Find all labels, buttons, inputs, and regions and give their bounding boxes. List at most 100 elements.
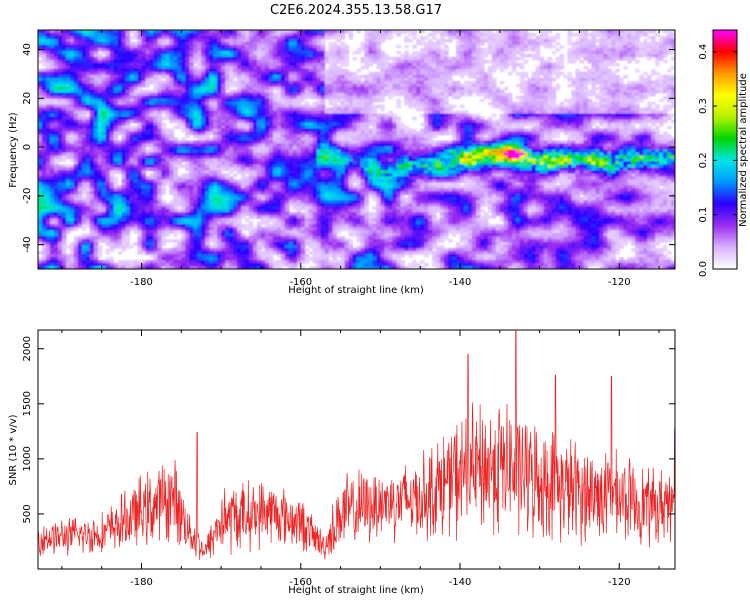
heatmap-cell (157, 50, 163, 55)
heatmap-cell (53, 38, 59, 43)
heatmap-cell (611, 56, 616, 61)
heatmap-cell (671, 32, 675, 37)
heatmap-cell (320, 59, 326, 64)
heatmap-cell (312, 83, 318, 88)
heatmap-cell (157, 98, 163, 103)
heatmap-cell (483, 59, 489, 64)
heatmap-cell (93, 32, 99, 37)
heatmap-cell (272, 59, 278, 64)
heatmap-cell (161, 98, 166, 103)
heatmap-cell (344, 53, 350, 58)
heatmap-cell (153, 71, 159, 76)
heatmap-cell (280, 32, 286, 37)
heatmap-cell (137, 30, 143, 34)
heatmap-cell (659, 53, 664, 58)
heatmap-cell (364, 50, 370, 55)
heatmap-cell (185, 80, 190, 85)
heatmap-cell (639, 95, 644, 100)
heatmap-cell (368, 122, 374, 127)
heatmap-cell (316, 74, 322, 79)
heatmap-cell (456, 95, 461, 100)
heatmap-cell (360, 44, 366, 49)
heatmap-cell (559, 65, 565, 70)
heatmap-cell (97, 104, 103, 109)
heatmap-cell (189, 38, 194, 43)
heatmap-cell (388, 83, 393, 88)
heatmap-cell (312, 38, 318, 43)
heatmap-cell (201, 59, 206, 64)
heatmap-cell (61, 41, 67, 46)
heatmap-cell (424, 68, 429, 73)
heatmap-cell (209, 77, 214, 82)
heatmap-cell (213, 71, 218, 76)
heatmap-cell (595, 65, 600, 70)
heatmap-cell (89, 65, 95, 70)
heatmap-cell (173, 68, 178, 73)
heatmap-cell (352, 92, 358, 97)
heatmap-cell (312, 35, 318, 40)
heatmap-cell (507, 101, 513, 106)
heatmap-cell (320, 32, 326, 37)
heatmap-cell (607, 50, 612, 55)
heatmap-cell (627, 98, 632, 103)
heatmap-cell (491, 101, 497, 106)
heatmap-cell (300, 92, 306, 97)
heatmap-cell (173, 95, 178, 100)
heatmap-cell (81, 44, 87, 49)
heatmap-cell (376, 44, 381, 49)
heatmap-cell (197, 47, 202, 52)
heatmap-cell (463, 86, 469, 91)
heatmap-cell (109, 35, 115, 40)
heatmap-cell (424, 59, 429, 64)
heatmap-cell (41, 104, 47, 109)
heatmap-cell (336, 98, 342, 103)
heatmap-cell (444, 32, 449, 37)
heatmap-cell (587, 104, 592, 109)
heatmap-cell (296, 47, 302, 52)
heatmap-cell (396, 44, 401, 49)
heatmap-cell (611, 92, 616, 97)
heatmap-cell (348, 98, 354, 103)
heatmap-cell (113, 44, 119, 49)
heatmap-cell (515, 44, 521, 49)
heatmap-cell (89, 98, 95, 103)
heatmap-cell (173, 35, 178, 40)
heatmap-cell (639, 80, 644, 85)
heatmap-cell (73, 68, 79, 73)
heatmap-cell (559, 44, 565, 49)
heatmap-cell (348, 104, 354, 109)
heatmap-cell (495, 50, 501, 55)
heatmap-cell (241, 98, 246, 103)
heatmap-cell (563, 98, 569, 103)
heatmap-cell (328, 92, 334, 97)
heatmap-cell (619, 30, 624, 34)
heatmap-cell (221, 104, 226, 109)
heatmap-cell (125, 83, 131, 88)
heatmap-cell (551, 38, 557, 43)
heatmap-cell (125, 62, 131, 67)
heatmap-cell (460, 44, 465, 49)
heatmap-cell (288, 56, 294, 61)
heatmap-cell (408, 80, 413, 85)
heatmap-cell (57, 92, 63, 97)
heatmap-cell (268, 101, 274, 106)
heatmap-cell (424, 74, 429, 79)
heatmap-cell (440, 47, 445, 52)
heatmap-cell (268, 44, 274, 49)
heatmap-cell (73, 47, 79, 52)
heatmap-cell (420, 113, 425, 118)
heatmap-cell (241, 92, 246, 97)
heatmap-cell (65, 71, 71, 76)
heatmap-cell (583, 92, 589, 97)
heatmap-cell (129, 30, 135, 34)
heatmap-cell (463, 62, 469, 67)
heatmap-cell (467, 44, 473, 49)
heatmap-cell (209, 101, 214, 106)
heatmap-cell (213, 89, 218, 94)
heatmap-cell (535, 104, 541, 109)
heatmap-cell (507, 44, 513, 49)
heatmap-cell (268, 53, 274, 58)
heatmap-cell (157, 89, 163, 94)
heatmap-cell (73, 107, 79, 112)
heatmap-cell (288, 35, 294, 40)
